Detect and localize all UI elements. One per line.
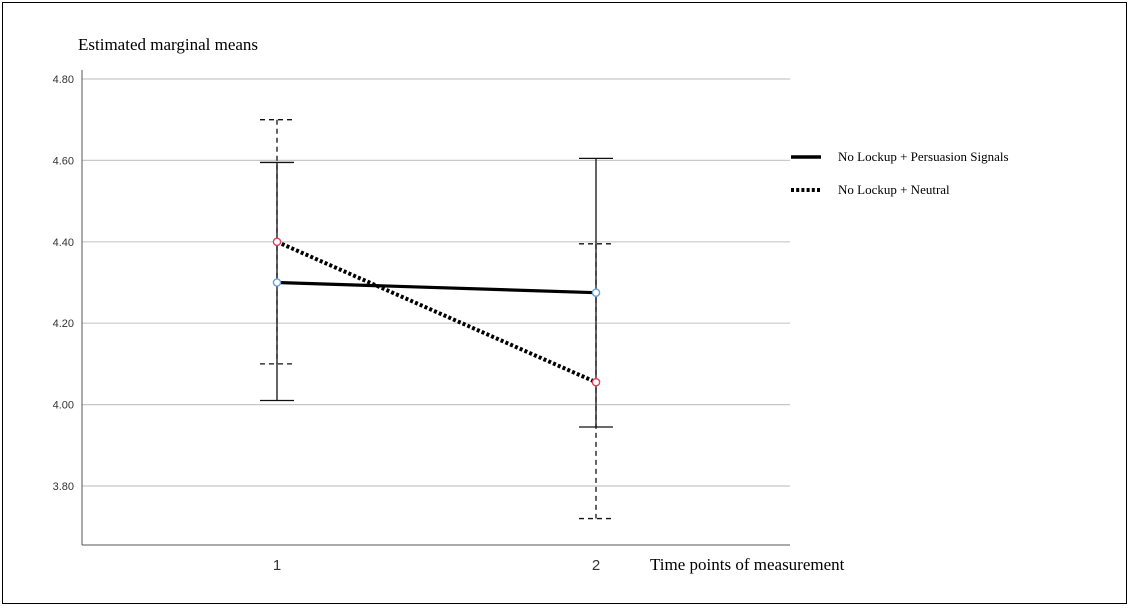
y-tick-label: 3.80: [53, 481, 74, 493]
y-tick-labels: 3.80 4.00 4.20 4.40 4.60 4.80: [53, 74, 74, 493]
legend-label: No Lockup + Neutral: [838, 182, 950, 197]
y-tick-label: 4.40: [53, 237, 74, 249]
data-point: [591, 288, 601, 297]
y-axis-label: Estimated marginal means: [78, 35, 258, 54]
data-point: [272, 278, 282, 287]
series-lines: [276, 239, 597, 385]
series-line: [276, 280, 597, 295]
y-tick-label: 4.20: [53, 318, 74, 330]
data-point: [591, 377, 601, 387]
error-bars: [260, 119, 613, 520]
series-line: [276, 239, 597, 385]
x-tick-label: 2: [592, 557, 600, 574]
legend-label: No Lockup + Persuasion Signals: [838, 149, 1009, 164]
axes: [81, 70, 790, 546]
data-point: [272, 237, 282, 247]
series-markers: [272, 237, 601, 387]
error-bar: [260, 119, 294, 365]
y-tick-label: 4.00: [53, 400, 74, 412]
legend: No Lockup + Persuasion Signals No Lockup …: [791, 149, 1009, 197]
gridlines: [82, 78, 790, 487]
y-tick-label: 4.80: [53, 74, 74, 86]
x-axis-label: Time points of measurement: [650, 555, 845, 574]
x-tick-label: 1: [273, 557, 281, 574]
y-tick-label: 4.60: [53, 155, 74, 167]
